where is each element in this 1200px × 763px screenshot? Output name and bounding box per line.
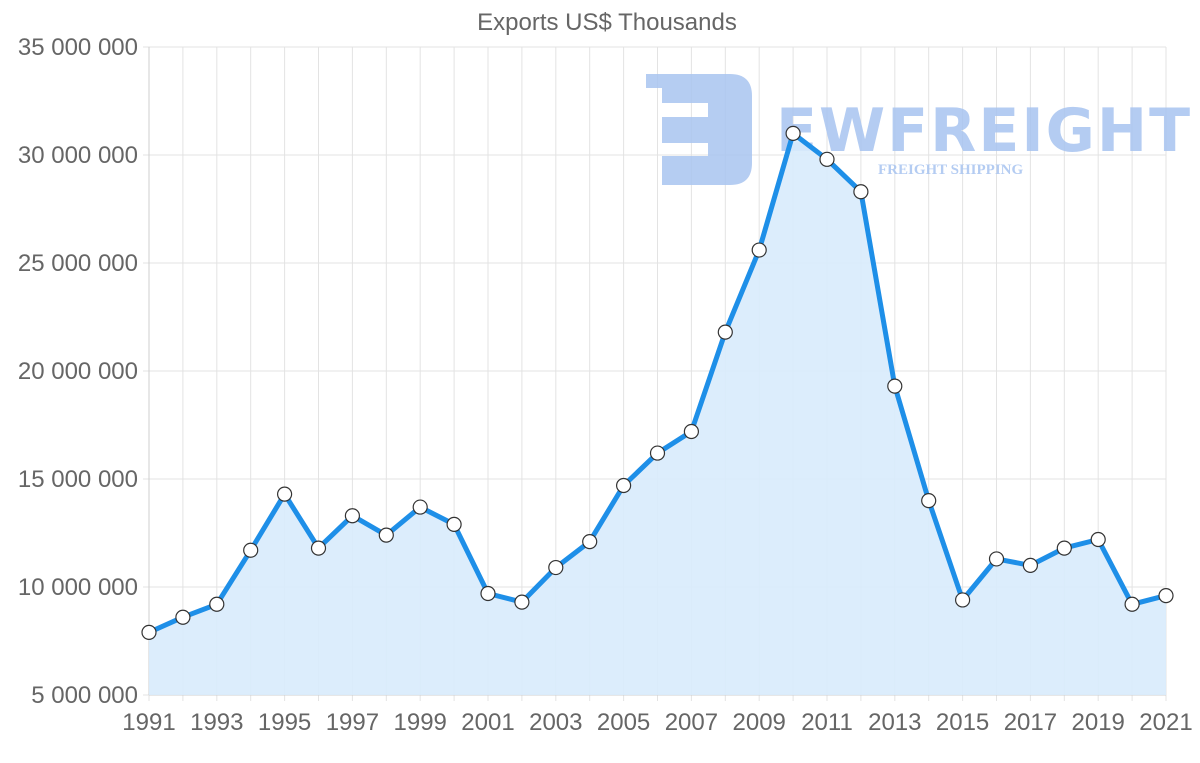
data-point-1993[interactable] xyxy=(209,596,225,612)
x-tick-label: 1995 xyxy=(258,709,311,736)
data-point-1995[interactable] xyxy=(277,486,293,502)
x-tick-label: 2001 xyxy=(461,709,514,736)
data-point-1992[interactable] xyxy=(175,609,191,625)
data-point-1997[interactable] xyxy=(344,508,360,524)
area-fill xyxy=(149,133,1166,695)
data-point-2007[interactable] xyxy=(683,423,700,440)
data-point-1991[interactable] xyxy=(141,624,157,640)
data-point-1994[interactable] xyxy=(243,542,259,558)
x-tick-label: 2013 xyxy=(868,709,921,736)
x-tick-label: 1997 xyxy=(326,709,379,736)
data-point-2001[interactable] xyxy=(480,585,496,602)
data-point-2010[interactable] xyxy=(785,125,801,141)
x-tick-label: 2011 xyxy=(801,709,853,736)
y-tick-label: 10 000 000 xyxy=(18,574,138,601)
y-tick-label: 5 000 000 xyxy=(31,682,138,709)
watermark-tagline-text: FREIGHT SHIPPING xyxy=(878,162,1023,178)
x-tick-label: 2005 xyxy=(597,709,650,736)
y-axis-ticks: 5 000 000 10 000 000 15 000 000 20 000 000 2… xyxy=(18,34,138,709)
x-tick-label: 2019 xyxy=(1072,709,1125,736)
data-point-2020[interactable] xyxy=(1124,596,1140,612)
y-tick-label: 20 000 000 xyxy=(18,358,138,385)
ewfreight-logo-mark-icon xyxy=(646,74,752,185)
data-point-2003[interactable] xyxy=(548,559,564,576)
x-tick-label: 1993 xyxy=(190,709,243,736)
data-point-1998[interactable] xyxy=(378,527,394,543)
data-point-2016[interactable] xyxy=(988,551,1005,567)
data-point-1996[interactable] xyxy=(310,540,327,556)
x-tick-label: 1991 xyxy=(122,709,175,736)
x-tick-label: 2015 xyxy=(936,709,989,736)
x-tick-label: 2017 xyxy=(1004,709,1057,736)
x-tick-label: 2009 xyxy=(733,709,786,736)
data-point-2017[interactable] xyxy=(1022,557,1039,574)
data-point-2013[interactable] xyxy=(887,378,903,394)
data-point-2011[interactable] xyxy=(819,151,835,167)
data-point-2014[interactable] xyxy=(921,493,937,509)
watermark-brand-text: EWFREIGHT xyxy=(776,96,1192,166)
data-point-2000[interactable] xyxy=(446,516,462,532)
y-tick-label: 30 000 000 xyxy=(18,142,138,169)
x-axis-ticks: 1991 1993 1995 1997 1999 2001 2003 2005 2007 2009… xyxy=(122,709,1192,736)
data-points xyxy=(141,125,1174,640)
x-tick-label: 2003 xyxy=(529,709,582,736)
y-tick-label: 35 000 000 xyxy=(18,34,138,61)
data-point-2004[interactable] xyxy=(582,534,598,550)
data-point-2005[interactable] xyxy=(615,477,632,494)
data-point-2021[interactable] xyxy=(1158,588,1174,604)
data-point-2019[interactable] xyxy=(1090,531,1106,548)
ewfreight-watermark-logo: EWFREIGHT FREIGHT SHIPPING xyxy=(646,74,1192,185)
data-point-2008[interactable] xyxy=(717,324,733,340)
x-tick-label: 2007 xyxy=(665,709,718,736)
data-point-2015[interactable] xyxy=(954,592,971,608)
data-point-2006[interactable] xyxy=(649,445,666,461)
data-point-2009[interactable] xyxy=(751,242,767,258)
y-tick-label: 25 000 000 xyxy=(18,250,138,277)
data-point-2002[interactable] xyxy=(514,594,530,610)
chart-title: Exports US$ Thousands xyxy=(477,9,737,36)
x-tick-label: 1999 xyxy=(394,709,447,736)
x-tick-label: 2021 xyxy=(1139,709,1192,736)
data-point-2018[interactable] xyxy=(1056,540,1072,556)
data-point-2012[interactable] xyxy=(853,184,869,200)
y-tick-label: 15 000 000 xyxy=(18,466,138,493)
data-point-1999[interactable] xyxy=(412,499,428,515)
